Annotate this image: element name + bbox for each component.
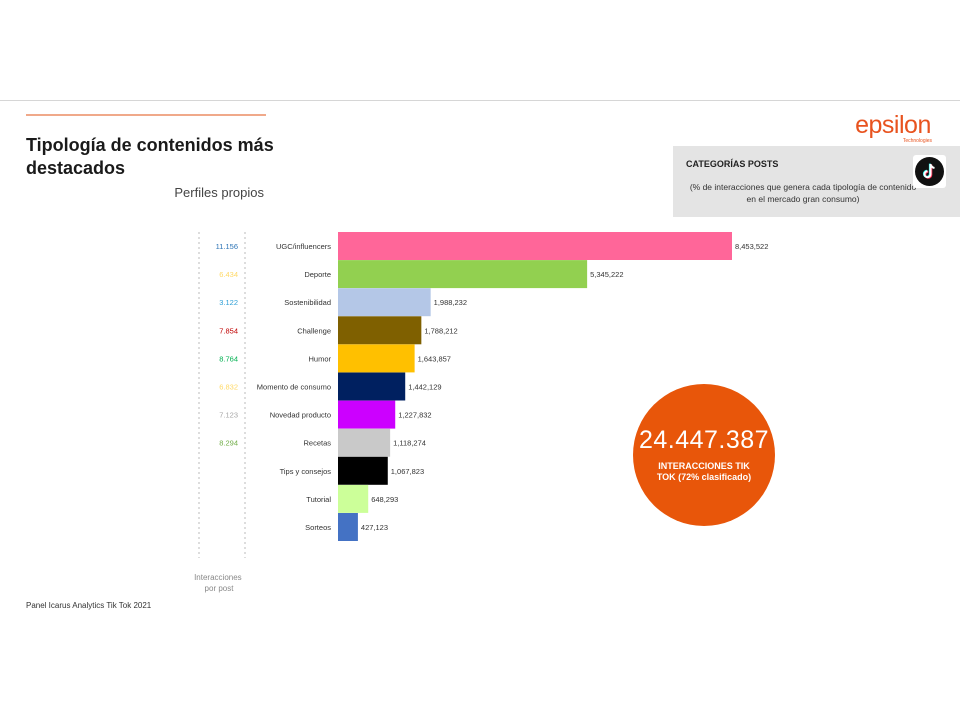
value-label-3: 1,788,212 bbox=[424, 326, 457, 335]
value-label-1: 5,345,222 bbox=[590, 270, 623, 279]
category-label-2: Sostenibilidad bbox=[284, 298, 331, 307]
bar-7 bbox=[338, 428, 391, 457]
category-label-0: UGC/influencers bbox=[276, 242, 331, 251]
value-label-8: 1,067,823 bbox=[391, 467, 424, 476]
category-label-10: Sorteos bbox=[305, 523, 331, 532]
bar-8 bbox=[338, 456, 388, 485]
tiktok-note-glyph bbox=[922, 163, 935, 179]
bar-4 bbox=[338, 344, 415, 373]
total-interactions-number: 24.447.387 bbox=[638, 426, 770, 454]
bar-10 bbox=[338, 513, 358, 541]
per-post-value-6: 7.123 bbox=[219, 411, 238, 420]
title-accent-line bbox=[26, 114, 266, 116]
category-label-3: Challenge bbox=[297, 326, 331, 335]
per-post-axis-label: Interacciones por post bbox=[194, 573, 244, 593]
value-label-7: 1,118,274 bbox=[393, 439, 426, 448]
category-label-1: Deporte bbox=[304, 270, 331, 279]
value-label-9: 648,293 bbox=[371, 495, 398, 504]
value-label-6: 1,227,832 bbox=[398, 411, 431, 420]
logo-word: epsilon bbox=[855, 111, 931, 139]
epsilon-logo: epsilon Technologies bbox=[848, 112, 938, 144]
category-description: (% de interacciones que genera cada tipo… bbox=[689, 182, 917, 204]
value-label-5: 1,442,129 bbox=[408, 383, 441, 392]
value-label-0: 8,453,522 bbox=[735, 242, 768, 251]
value-label-2: 1,988,232 bbox=[434, 298, 467, 307]
category-label-8: Tips y consejos bbox=[280, 467, 332, 476]
per-post-value-7: 8.294 bbox=[219, 439, 238, 448]
value-label-10: 427,123 bbox=[361, 523, 388, 532]
bar-3 bbox=[338, 316, 422, 345]
per-post-value-5: 6.832 bbox=[219, 383, 238, 392]
source-footer: Panel Icarus Analytics Tik Tok 2021 bbox=[26, 601, 152, 610]
per-post-value-2: 3.122 bbox=[219, 298, 238, 307]
per-post-value-3: 7.854 bbox=[219, 326, 238, 335]
category-label-6: Novedad producto bbox=[270, 411, 331, 420]
page-subtitle: Perfiles propios bbox=[174, 185, 264, 200]
tiktok-disc bbox=[915, 157, 944, 186]
value-label-4: 1,643,857 bbox=[418, 354, 451, 363]
bar-0 bbox=[338, 232, 732, 260]
per-post-value-0: 11.156 bbox=[216, 242, 238, 251]
top-divider bbox=[0, 100, 960, 101]
category-label-4: Humor bbox=[308, 354, 331, 363]
total-interactions-circle: 24.447.387 INTERACCIONES TIK TOK (72% cl… bbox=[633, 384, 775, 526]
page-title: Tipología de contenidos más destacados bbox=[26, 135, 274, 178]
total-interactions-label: INTERACCIONES TIK TOK (72% clasificado) bbox=[656, 461, 752, 482]
category-title: CATEGORÍAS POSTS bbox=[686, 159, 779, 169]
tiktok-icon bbox=[913, 155, 946, 188]
bar-9 bbox=[338, 484, 369, 513]
bar-1 bbox=[338, 260, 588, 289]
logo-subtitle: Technologies bbox=[902, 138, 932, 144]
bar-2 bbox=[338, 288, 431, 317]
category-label-5: Momento de consumo bbox=[257, 383, 331, 392]
per-post-value-4: 8.764 bbox=[219, 354, 238, 363]
bar-6 bbox=[338, 400, 396, 429]
category-label-9: Tutorial bbox=[306, 495, 331, 504]
per-post-value-1: 6.434 bbox=[219, 270, 238, 279]
category-label-7: Recetas bbox=[303, 439, 331, 448]
bar-5 bbox=[338, 372, 406, 401]
category-info-box: CATEGORÍAS POSTS (% de interacciones que… bbox=[673, 146, 960, 217]
